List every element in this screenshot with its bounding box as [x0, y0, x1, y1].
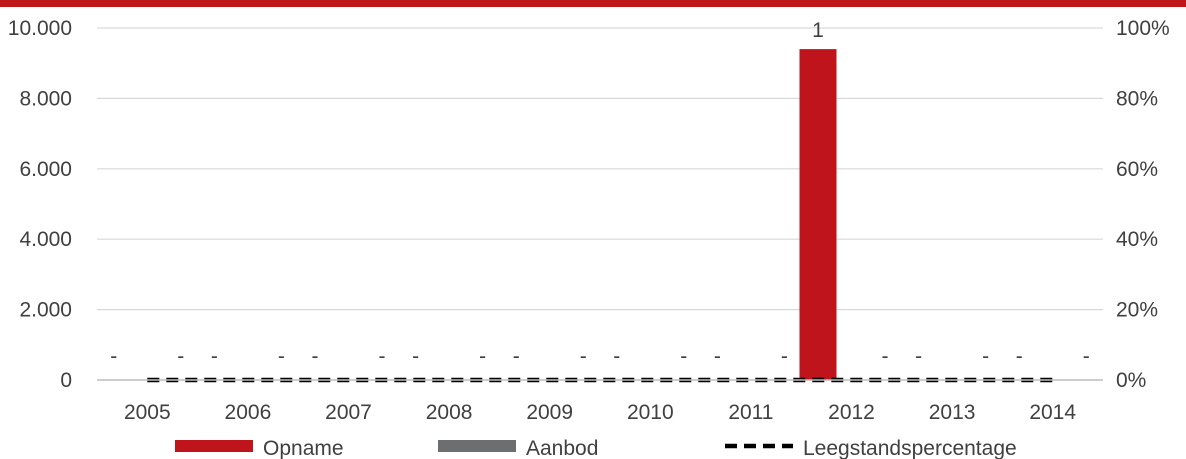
gridlines	[97, 27, 1103, 381]
x-tick-label: 2011	[728, 401, 773, 424]
data-label-opname: -	[312, 345, 319, 368]
data-label-opname: 1	[812, 19, 824, 42]
y-left-tick-label: 4.000	[19, 228, 72, 251]
data-label-opname: -	[613, 345, 620, 368]
x-tick-label: 2008	[426, 401, 473, 424]
data-label-opname: -	[110, 345, 117, 368]
y-left-tick-label: 0	[60, 369, 72, 392]
x-tick-label: 2005	[124, 401, 171, 424]
data-label-opname: -	[915, 345, 922, 368]
data-label-aanbod: -	[1083, 345, 1090, 368]
x-tick-label: 2013	[929, 401, 976, 424]
y-left-tick-label: 2.000	[19, 299, 72, 322]
data-label-aanbod: -	[781, 345, 788, 368]
data-label-aanbod: -	[379, 345, 386, 368]
data-label-aanbod: -	[882, 345, 889, 368]
data-label-aanbod: -	[479, 345, 486, 368]
legend-swatch-aanbod	[438, 440, 516, 452]
data-label-aanbod: -	[177, 345, 184, 368]
y-left-tick-label: 6.000	[19, 158, 72, 181]
y-left-tick-label: 10.000	[8, 17, 72, 40]
legend: Opname Aanbod Leegstandspercentage	[175, 437, 1017, 459]
bar-opname	[799, 49, 837, 381]
data-label-aanbod: -	[580, 345, 587, 368]
legend-label-aanbod: Aanbod	[526, 437, 598, 459]
legend-label-opname: Opname	[263, 437, 344, 459]
x-tick-label: 2010	[627, 401, 674, 424]
axes: 0 2.000 4.000 6.000 8.000 10.000 0% 20% 40% 60% 80…	[8, 17, 1170, 424]
data-label-aanbod: -	[680, 345, 687, 368]
data-label-aanbod: -	[278, 345, 285, 368]
header-band	[0, 0, 1186, 7]
y-right-tick-label: 40%	[1116, 228, 1158, 251]
y-right-tick-label: 80%	[1116, 87, 1158, 110]
y-left-tick-label: 8.000	[19, 87, 72, 110]
x-tick-label: 2006	[225, 401, 272, 424]
data-label-opname: -	[513, 345, 520, 368]
data-label-opname: -	[211, 345, 218, 368]
data-label-opname: -	[714, 345, 721, 368]
bars	[799, 49, 837, 381]
y-right-tick-label: 0%	[1116, 369, 1146, 392]
x-tick-label: 2007	[325, 401, 372, 424]
y-right-tick-label: 60%	[1116, 158, 1158, 181]
y-right-tick-label: 100%	[1116, 17, 1170, 40]
data-label-aanbod: -	[982, 345, 989, 368]
legend-label-leegstandspercentage: Leegstandspercentage	[803, 437, 1017, 459]
y-right-tick-label: 20%	[1116, 299, 1158, 322]
x-tick-label: 2009	[526, 401, 573, 424]
x-tick-label: 2014	[1029, 401, 1076, 424]
data-labels: - - - - - - - 1 - - - - - - - - - - - -	[110, 19, 1089, 368]
legend-swatch-opname	[175, 440, 253, 452]
data-label-opname: -	[412, 345, 419, 368]
data-label-opname: -	[1016, 345, 1023, 368]
x-tick-label: 2012	[828, 401, 875, 424]
